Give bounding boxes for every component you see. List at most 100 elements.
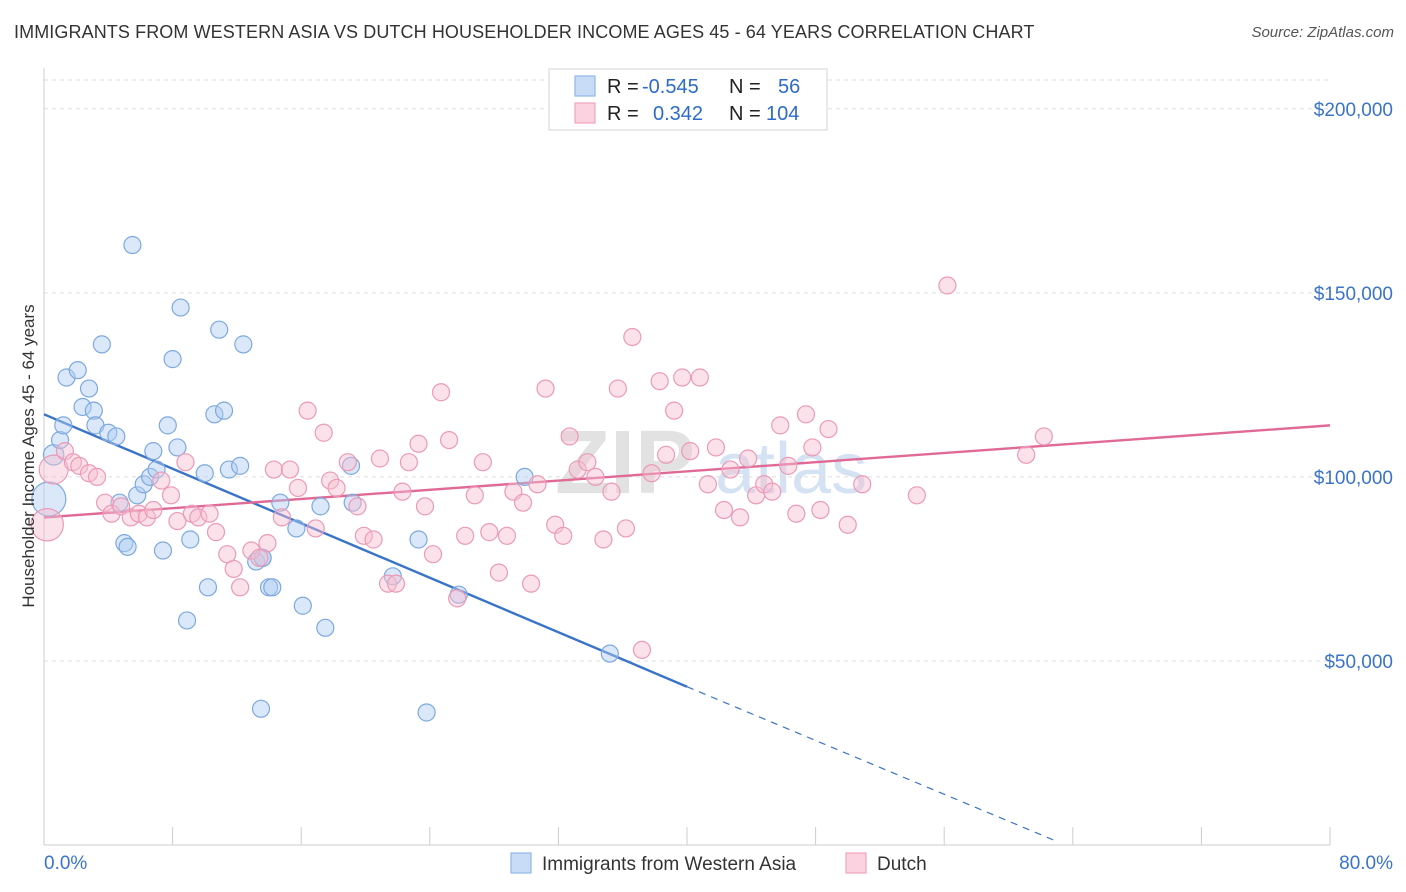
western-asia-point-17 xyxy=(128,486,147,505)
legend-n-value-2: 104 xyxy=(766,103,799,125)
dutch-point-21 xyxy=(206,523,226,542)
dutch-point-43 xyxy=(386,574,406,593)
legend-n-label-2: N = xyxy=(729,103,761,125)
dutch-point-40 xyxy=(364,530,383,549)
trend-line-dutch xyxy=(43,424,1331,519)
dutch-point-103 xyxy=(907,486,926,505)
western-asia-point-50 xyxy=(417,703,436,722)
dutch-point-98 xyxy=(838,515,857,534)
western-asia-point-16 xyxy=(123,235,142,255)
dutch-point-67 xyxy=(578,453,597,472)
dutch-point-14 xyxy=(152,471,171,490)
legend-r-label-1: R = xyxy=(607,76,639,98)
western-asia-point-27 xyxy=(177,611,197,630)
western-asia-point-38 xyxy=(251,699,271,718)
dutch-point-37 xyxy=(338,453,357,472)
dutch-point-65 xyxy=(560,427,579,446)
western-asia-point-20 xyxy=(144,442,163,461)
series-legend-label-pink: Dutch xyxy=(877,854,927,875)
dutch-point-68 xyxy=(586,467,605,487)
series-legend-swatch-blue xyxy=(510,852,532,874)
western-asia-point-6 xyxy=(73,397,92,417)
dutch-point-59 xyxy=(513,493,533,512)
dutch-point-87 xyxy=(738,449,758,468)
dutch-point-80 xyxy=(681,442,700,461)
dutch-point-92 xyxy=(779,456,798,475)
dutch-point-32 xyxy=(298,401,317,420)
western-asia-point-8 xyxy=(84,401,103,420)
dutch-point-29 xyxy=(272,508,292,527)
watermark-atlas: atlas xyxy=(715,429,867,509)
dutch-point-6 xyxy=(87,467,107,487)
dutch-point-35 xyxy=(321,471,340,490)
dutch-point-102 xyxy=(1034,427,1053,446)
dutch-point-60 xyxy=(521,574,541,593)
dutch-point-57 xyxy=(497,526,517,545)
chart-title: IMMIGRANTS FROM WESTERN ASIA VS DUTCH HO… xyxy=(14,22,1035,42)
dutch-point-16 xyxy=(168,511,187,531)
dutch-point-28 xyxy=(264,460,283,479)
dutch-point-77 xyxy=(657,445,676,464)
dutch-point-54 xyxy=(473,453,492,472)
y-tick-labels: $50,000 $100,000 $150,000 $200,000 xyxy=(1314,100,1393,673)
dutch-point-100 xyxy=(938,276,957,295)
dutch-point-13 xyxy=(144,500,163,520)
dutch-point-76 xyxy=(650,372,669,391)
dutch-point-70 xyxy=(602,482,621,501)
western-asia-point-45 xyxy=(311,497,330,516)
dutch-point-23 xyxy=(224,559,243,579)
dutch-point-56 xyxy=(489,563,509,582)
dutch-point-46 xyxy=(409,434,428,453)
series-legend-label-blue: Immigrants from Western Asia xyxy=(542,854,797,875)
western-asia-point-2 xyxy=(50,430,70,450)
dutch-point-48 xyxy=(423,545,443,564)
western-asia-point-42 xyxy=(271,493,290,512)
western-asia-point-35 xyxy=(231,456,250,475)
dutch-point-81 xyxy=(690,368,709,387)
dutch-point-51 xyxy=(448,589,467,608)
data-points xyxy=(30,235,1053,722)
dutch-point-39 xyxy=(354,526,373,545)
dutch-point-12 xyxy=(137,508,156,527)
dutch-point-84 xyxy=(714,500,734,520)
trend-line-western-asia-extension xyxy=(686,686,1057,842)
dutch-point-24 xyxy=(231,578,250,597)
dutch-point-4 xyxy=(70,456,89,475)
dutch-point-93 xyxy=(787,504,806,523)
western-asia-point-31 xyxy=(205,405,224,424)
dutch-point-99 xyxy=(853,475,872,494)
western-asia-point-23 xyxy=(158,416,177,435)
western-asia-point-36 xyxy=(234,335,253,354)
western-asia-point-26 xyxy=(171,298,190,317)
dutch-point-49 xyxy=(431,383,451,402)
western-asia-point-28 xyxy=(181,530,200,549)
legend-r-value-2: 0.342 xyxy=(653,103,703,125)
dutch-point-69 xyxy=(594,530,613,549)
dutch-point-94 xyxy=(796,405,816,424)
dutch-point-19 xyxy=(189,508,208,527)
source-credit: Source: ZipAtlas.com xyxy=(1251,24,1394,41)
western-asia-point-49 xyxy=(409,530,428,549)
dutch-point-73 xyxy=(623,327,642,347)
dutch-point-101 xyxy=(1017,445,1036,464)
dutch-point-33 xyxy=(306,519,325,538)
dutch-point-82 xyxy=(698,475,717,494)
western-asia-point-33 xyxy=(214,401,234,420)
dutch-point-31 xyxy=(288,478,308,498)
y-axis-title: Householder Income Ages 45 - 64 years xyxy=(19,304,38,607)
dutch-point-55 xyxy=(480,523,499,542)
legend-n-label-1: N = xyxy=(729,76,761,98)
x-tick-labels: 0.0% 80.0% xyxy=(44,853,1393,874)
y-tick-label-0: $50,000 xyxy=(1324,652,1393,673)
western-asia-point-7 xyxy=(79,379,99,398)
dutch-point-15 xyxy=(161,486,181,505)
dutch-point-8 xyxy=(102,504,121,523)
western-asia-point-18 xyxy=(134,475,153,494)
western-asia-point-12 xyxy=(107,427,126,446)
western-asia-point-29 xyxy=(195,464,214,483)
dutch-point-86 xyxy=(730,508,750,527)
western-asia-point-30 xyxy=(198,578,218,597)
y-tick-label-3: $200,000 xyxy=(1314,100,1393,121)
western-asia-point-34 xyxy=(219,460,238,479)
western-asia-point-25 xyxy=(168,438,187,457)
